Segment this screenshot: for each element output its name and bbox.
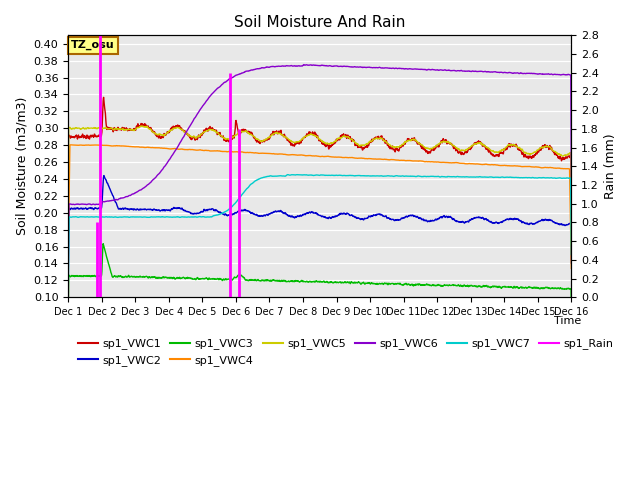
Text: TZ_osu: TZ_osu [71,40,115,50]
Legend: sp1_VWC1, sp1_VWC2, sp1_VWC3, sp1_VWC4, sp1_VWC5, sp1_VWC6, sp1_VWC7, sp1_Rain: sp1_VWC1, sp1_VWC2, sp1_VWC3, sp1_VWC4, … [74,334,618,370]
X-axis label: Time: Time [554,316,581,325]
Title: Soil Moisture And Rain: Soil Moisture And Rain [234,15,405,30]
Y-axis label: Rain (mm): Rain (mm) [604,133,618,199]
Y-axis label: Soil Moisture (m3/m3): Soil Moisture (m3/m3) [15,97,28,236]
